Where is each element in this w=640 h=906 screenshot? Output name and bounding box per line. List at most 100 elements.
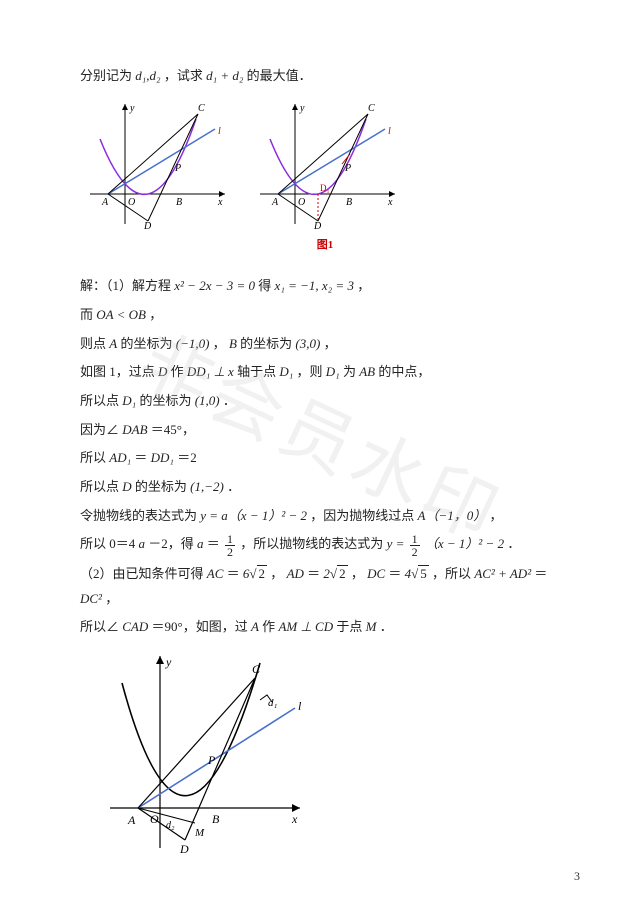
paragraph: 则点 A 的坐标为 (−1,0) ， B 的坐标为 (3,0) ， (80, 332, 560, 357)
svg-text:B: B (346, 197, 352, 208)
svg-text:B: B (212, 812, 220, 826)
text: ，因为抛物线过点 (310, 508, 414, 523)
text: ，所以 (432, 566, 471, 581)
text: ， (357, 278, 370, 293)
text: 解：（1）解方程 (80, 278, 171, 293)
svg-text:D: D (313, 221, 322, 229)
text: ，则 (297, 364, 323, 379)
math-var: D (158, 364, 167, 379)
math-var: a (197, 536, 204, 551)
paragraph: 解：（1）解方程 x² − 2x − 3 = 0 得 x₁ = −1, x₂ =… (80, 274, 560, 299)
text: 得 (258, 278, 271, 293)
text: ， (324, 336, 337, 351)
math-var: DC (367, 566, 385, 581)
text: ＝ (227, 566, 240, 581)
text: ， (270, 566, 283, 581)
svg-text:B: B (176, 197, 182, 208)
sqrt: 2 (330, 562, 348, 587)
math-var: M (366, 619, 377, 634)
text: 所以∠ (80, 619, 119, 634)
math-expr: OA < OB (96, 307, 146, 322)
svg-text:O: O (150, 812, 159, 826)
math-var: DAB (122, 422, 147, 437)
math-expr: y = a（x − 1）² − 2 (200, 508, 307, 523)
math-expr: d₁,d₂ (135, 68, 160, 83)
svg-text:C: C (252, 662, 261, 676)
math-expr: (1,−2) (190, 479, 224, 494)
text: ， (213, 336, 226, 351)
text: 如图 1，过点 (80, 364, 155, 379)
text: ， (105, 591, 118, 606)
text: 的最大值． (247, 68, 312, 83)
text: ，试求 (164, 68, 203, 83)
text: ＝45°， (151, 422, 195, 437)
paragraph: 所以∠ CAD ＝90°，如图，过 A 作 AM ⊥ CD 于点 M ． (80, 615, 560, 640)
math-expr: DC² (80, 591, 102, 606)
text: 的坐标为 (139, 393, 191, 408)
svg-text:A: A (127, 813, 136, 827)
svg-text:O: O (298, 197, 305, 208)
text: 轴于点 (237, 364, 276, 379)
text: 于点 (336, 619, 362, 634)
page-number: 3 (574, 865, 580, 888)
figure-1-left: y x O A B C D P l (80, 99, 230, 257)
math-var: AD (287, 566, 304, 581)
math-expr: x₁ = −1, x₂ = 3 (275, 278, 354, 293)
math-var: CAD (122, 619, 148, 634)
math-var: AD₁ (109, 450, 131, 465)
text: 而 (80, 307, 93, 322)
math-var: AC (207, 566, 224, 581)
text: 分别记为 (80, 68, 132, 83)
text: ＝ (307, 566, 320, 581)
svg-text:P: P (207, 753, 216, 767)
text: ，所以抛物线的表达式为 (240, 536, 383, 551)
svg-text:M: M (194, 827, 205, 839)
math-expr: (3,0) (295, 336, 320, 351)
text: ＝ (388, 566, 401, 581)
text: 所以点 (80, 393, 119, 408)
sqrt: 5 (411, 562, 429, 587)
text: ． (507, 536, 520, 551)
text: 作 (262, 619, 275, 634)
text: 作 (171, 364, 184, 379)
math-expr: AC² + AD² (474, 566, 531, 581)
math-var: A (109, 336, 117, 351)
math-var: D₁ (326, 364, 340, 379)
fraction: 12 (225, 533, 235, 558)
paragraph: 而 OA < OB ， (80, 303, 560, 328)
text: ， (351, 566, 364, 581)
text: 因为∠ (80, 422, 119, 437)
svg-text:y: y (129, 103, 135, 114)
text: ． (380, 619, 393, 634)
svg-text:y: y (299, 103, 305, 114)
text: ＝2 (177, 450, 197, 465)
svg-text:P: P (174, 163, 181, 174)
svg-text:l: l (388, 126, 391, 137)
svg-text:O: O (128, 197, 135, 208)
text: ， (490, 508, 503, 523)
sqrt: 2 (249, 562, 267, 587)
paragraph: 令抛物线的表达式为 y = a（x − 1）² − 2 ，因为抛物线过点 A（−… (80, 504, 560, 529)
paragraph: 所以 AD₁ ＝ DD₁ ＝2 (80, 446, 560, 471)
math-var: D₁ (279, 364, 293, 379)
text: ＝ (534, 566, 547, 581)
paragraph: （2）由已知条件可得 AC ＝ 62 ， AD ＝ 22 ， DC ＝ 45 ，… (80, 562, 560, 611)
figure-caption-red: 图1 (250, 235, 400, 256)
figure-1-right: y x O A B C D P D₁ l 图1 (250, 99, 400, 257)
text: 为 (343, 364, 356, 379)
paragraph: 所以点 D₁ 的坐标为 (1,0) ． (80, 389, 560, 414)
math-var: D (122, 479, 131, 494)
fraction: 12 (410, 533, 420, 558)
svg-text:C: C (368, 103, 375, 114)
svg-text:A: A (271, 197, 279, 208)
math-expr: A（−1，0） (418, 508, 487, 523)
svg-text:D: D (179, 842, 189, 856)
svg-text:C: C (198, 103, 205, 114)
math-expr: (1,0) (195, 393, 220, 408)
math-expr: DD₁ ⊥ x (187, 364, 234, 379)
math-var: A (251, 619, 259, 634)
text: （2）由已知条件可得 (80, 566, 204, 581)
paragraph: 如图 1，过点 D 作 DD₁ ⊥ x 轴于点 D₁ ，则 D₁ 为 AB 的中… (80, 360, 560, 385)
math-var: AB (359, 364, 375, 379)
svg-text:D: D (143, 221, 152, 229)
